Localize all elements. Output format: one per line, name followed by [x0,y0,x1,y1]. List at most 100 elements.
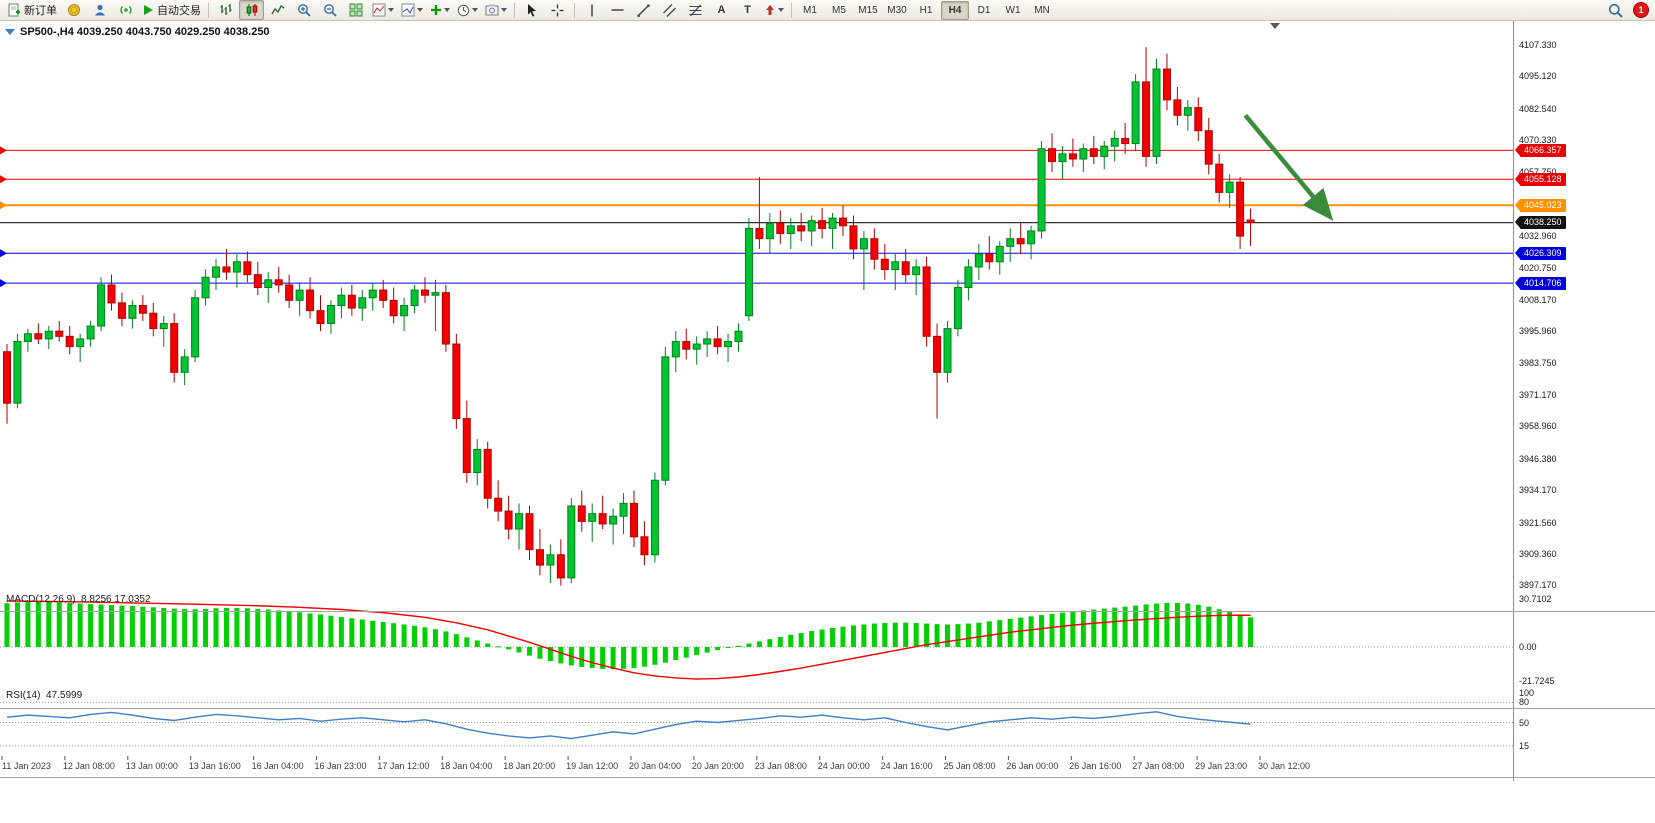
price-badge-4014.706[interactable]: 4014.706 [1515,276,1566,290]
bar-chart-mode-button[interactable] [213,0,238,20]
chart-shift-marker-icon[interactable] [1270,23,1280,29]
price-tick-label: 4008.170 [1519,294,1557,305]
timeframe-button-M5[interactable]: M5 [832,4,846,16]
community-button[interactable] [87,0,112,20]
timeframe-button-M30[interactable]: M30 [887,4,907,16]
current-price-badge-text: 4038.250 [1524,217,1562,228]
cursor-tool-button[interactable] [519,0,544,20]
macd-histogram-bar [600,647,606,669]
candle [1152,68,1161,157]
panel-separator[interactable] [0,611,1655,612]
candle [347,294,356,309]
label-tool-button[interactable]: T [735,0,760,20]
vertical-line-tool-button[interactable] [579,0,604,20]
dropdown-arrow-icon [472,8,478,12]
price-badge-4045.023[interactable]: 4045.023 [1515,198,1566,212]
timeframe-button-W1[interactable]: W1 [1005,4,1021,16]
toolbar-separator [574,2,575,18]
candle [1110,137,1119,147]
candlestick-mode-button[interactable] [239,0,264,20]
tile-windows-button[interactable] [343,0,368,20]
macd-histogram-bar [1070,611,1076,647]
candle [379,289,388,301]
macd-histogram-bar [4,603,10,647]
trend-arrow-annotation[interactable] [1243,113,1334,221]
macd-histogram-bar [1143,604,1149,647]
candle [1215,163,1224,193]
shapes-tool-button[interactable] [761,0,787,20]
indicators-menu-button[interactable] [369,0,397,20]
timeframe-button-MN[interactable]: MN [1034,4,1050,16]
candle [1089,148,1098,157]
candle [55,330,64,337]
rsi-line [6,711,1251,740]
macd-histogram-bar [850,625,856,647]
candle [65,335,74,348]
zoom-out-button[interactable] [317,0,342,20]
price-badge-4055.128[interactable]: 4055.128 [1515,172,1566,186]
chart-panel[interactable]: SP500-,H4 4039.250 4043.750 4029.250 403… [0,21,1513,781]
candle [525,513,534,551]
macd-histogram-bar [1122,606,1128,647]
candle [97,284,106,327]
candle [76,338,85,348]
horizontal-line-tool-button[interactable] [605,0,630,20]
dropdown-arrow-icon [778,8,784,12]
fibonacci-tool-button[interactable] [683,0,708,20]
news-button[interactable] [113,0,138,20]
price-tick-label: 4020.750 [1519,262,1557,273]
panel-separator[interactable] [0,708,1655,709]
price-badge-4066.357-text: 4066.357 [1524,144,1562,155]
line-chart-mode-button[interactable] [265,0,290,20]
timeframe-menu-button[interactable] [454,0,481,20]
macd-histogram-bar [798,632,804,647]
add-indicator-button[interactable] [427,0,453,20]
macd-histogram-bar [182,609,188,647]
candle [755,227,764,240]
macd-histogram-bar [119,605,125,647]
snapshot-menu-button[interactable] [482,0,510,20]
macd-histogram-bar [662,647,668,663]
macd-histogram-bar [88,604,94,647]
crosshair-tool-button[interactable] [545,0,570,20]
macd-histogram-bar [171,608,177,647]
candle [368,289,377,299]
objects-menu-button[interactable] [398,0,426,20]
text-tool-button[interactable]: A [709,0,734,20]
candle [1006,238,1015,247]
candle [912,266,921,276]
channel-tool-button[interactable] [657,0,682,20]
new-order-button[interactable]: 新订单 [4,0,60,20]
one-click-trading-arrow-icon[interactable] [5,29,15,35]
notification-badge[interactable]: 1 [1633,2,1649,18]
dropdown-arrow-icon [388,8,394,12]
add-plus-icon [431,5,441,15]
candle [985,253,994,263]
dropdown-arrow-icon [444,8,450,12]
price-scale[interactable]: 4107.330 4095.120 4082.540 4070.330 4057.750… [1513,21,1655,781]
candle [839,217,847,227]
dropdown-arrow-icon [417,8,423,12]
equidistant-channel-icon [663,3,676,17]
zoom-in-button[interactable] [291,0,316,20]
macd-histogram-bar [840,626,846,647]
candle [1142,81,1151,157]
trendline-tool-button[interactable] [631,0,656,20]
price-badge-4026.309[interactable]: 4026.309 [1515,246,1566,260]
search-button[interactable] [1603,0,1628,20]
market-depth-button[interactable] [61,0,86,20]
timeframe-button-H1[interactable]: H1 [919,4,933,16]
timeframe-button-M15[interactable]: M15 [858,4,878,16]
macd-histogram-bar [56,602,62,647]
timeframe-button-D1[interactable]: D1 [977,4,991,16]
macd-histogram-bar [788,634,794,647]
timeframe-button-H4[interactable]: H4 [941,0,969,20]
price-badge-4066.357[interactable]: 4066.357 [1515,143,1566,157]
time-axis-label: 11 Jan 2023 [2,761,51,771]
macd-histogram-bar [192,609,198,647]
auto-trading-button[interactable]: 自动交易 [139,0,204,20]
macd-histogram-bar [213,608,219,647]
macd-histogram-bar [736,645,741,647]
timeframe-button-M1[interactable]: M1 [803,4,817,16]
current-price-badge[interactable]: 4038.250 [1515,216,1566,230]
